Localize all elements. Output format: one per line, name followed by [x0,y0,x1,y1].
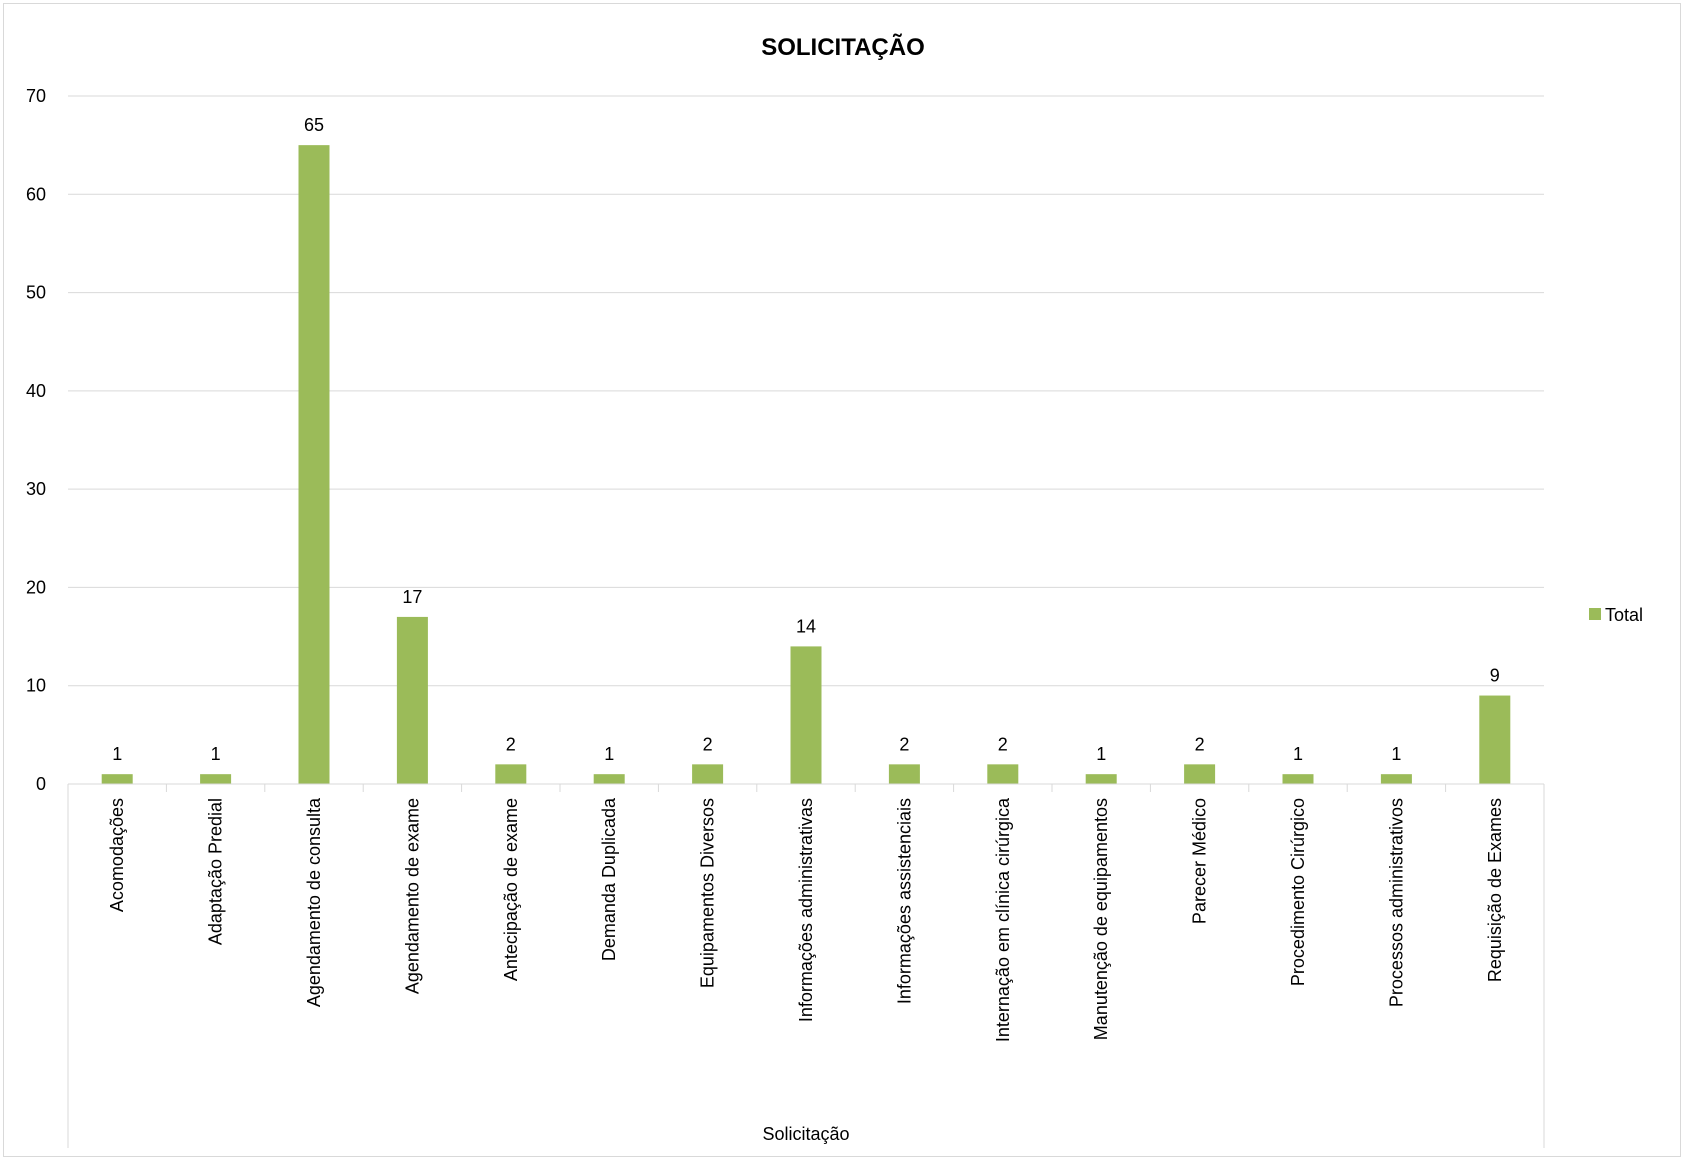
category-label: Agendamento de consulta [304,797,324,1007]
data-label: 9 [1490,666,1500,686]
data-label: 2 [506,734,516,754]
data-label: 2 [899,734,909,754]
data-label: 1 [604,744,614,764]
legend: Total [1589,605,1643,625]
y-tick-label: 70 [26,86,46,106]
chart-title: SOLICITAÇÃO [761,33,925,61]
y-tick-label: 20 [26,577,46,597]
x-axis-title: Solicitação [762,1124,849,1144]
bar [298,145,330,785]
y-tick-label: 40 [26,381,46,401]
data-label: 2 [703,734,713,754]
bar [692,764,724,784]
data-label: 14 [796,616,816,636]
category-label: Informações administrativas [796,798,816,1022]
gridlines [68,95,1544,687]
x-axis [67,783,1545,1148]
bars [101,145,1511,785]
bar [495,764,527,784]
data-label: 1 [112,744,122,764]
data-label: 1 [211,744,221,764]
legend-swatch [1589,608,1601,620]
bar [987,764,1019,784]
y-tick-label: 60 [26,184,46,204]
category-label: Internação em clínica cirúrgica [993,797,1013,1042]
category-label: Adaptação Predial [206,798,226,945]
bar [1282,774,1314,784]
bar [593,774,625,784]
data-label: 1 [1391,744,1401,764]
bar [1479,695,1511,784]
bar [1184,764,1216,784]
y-tick-label: 30 [26,479,46,499]
category-label: Agendamento de exame [402,798,422,994]
data-label: 1 [1096,744,1106,764]
category-label: Parecer Médico [1190,798,1210,924]
bar [1380,774,1412,784]
bar [396,616,428,784]
category-label: Demanda Duplicada [599,797,619,961]
category-label: Procedimento Cirúrgico [1288,798,1308,986]
y-tick-label: 50 [26,283,46,303]
y-tick-label: 10 [26,676,46,696]
bar [790,646,822,784]
data-label: 2 [998,734,1008,754]
bar [1085,774,1117,784]
category-label: Antecipação de exame [501,798,521,981]
data-label: 2 [1195,734,1205,754]
category-label: Requisição de Exames [1485,798,1505,982]
bar [101,774,133,784]
category-label: Equipamentos Diversos [698,798,718,988]
data-label: 17 [402,587,422,607]
legend-label: Total [1605,605,1643,625]
data-label: 1 [1293,744,1303,764]
y-tick-label: 0 [36,774,46,794]
category-label: Acomodações [107,798,127,912]
data-label: 65 [304,115,324,135]
category-label: Manutenção de equipamentos [1091,798,1111,1040]
y-axis-ticks: 0 10 20 30 40 50 60 70 [26,86,46,794]
data-labels: 1 1 65 17 2 1 2 14 2 2 1 2 1 1 9 [112,115,1500,764]
bar [888,764,920,784]
bar [200,774,232,784]
chart-frame [3,3,1681,1157]
category-label: Processos administrativos [1386,798,1406,1007]
category-labels: Acomodações Adaptação Predial Agendamento … [107,797,1505,1042]
category-label: Informações assistenciais [894,798,914,1004]
